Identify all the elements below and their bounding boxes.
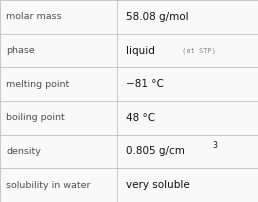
Text: 3: 3 <box>213 141 218 150</box>
Text: 0.805 g/cm: 0.805 g/cm <box>126 146 185 157</box>
Text: (at STP): (at STP) <box>182 47 216 54</box>
Text: 48 °C: 48 °C <box>126 113 156 123</box>
Text: liquid: liquid <box>126 45 155 56</box>
Text: solubility in water: solubility in water <box>6 181 91 190</box>
Text: boiling point: boiling point <box>6 113 65 122</box>
Text: melting point: melting point <box>6 80 70 89</box>
Text: phase: phase <box>6 46 35 55</box>
Text: density: density <box>6 147 41 156</box>
Text: molar mass: molar mass <box>6 12 62 21</box>
Text: very soluble: very soluble <box>126 180 190 190</box>
Text: 58.08 g/mol: 58.08 g/mol <box>126 12 189 22</box>
Text: −81 °C: −81 °C <box>126 79 164 89</box>
